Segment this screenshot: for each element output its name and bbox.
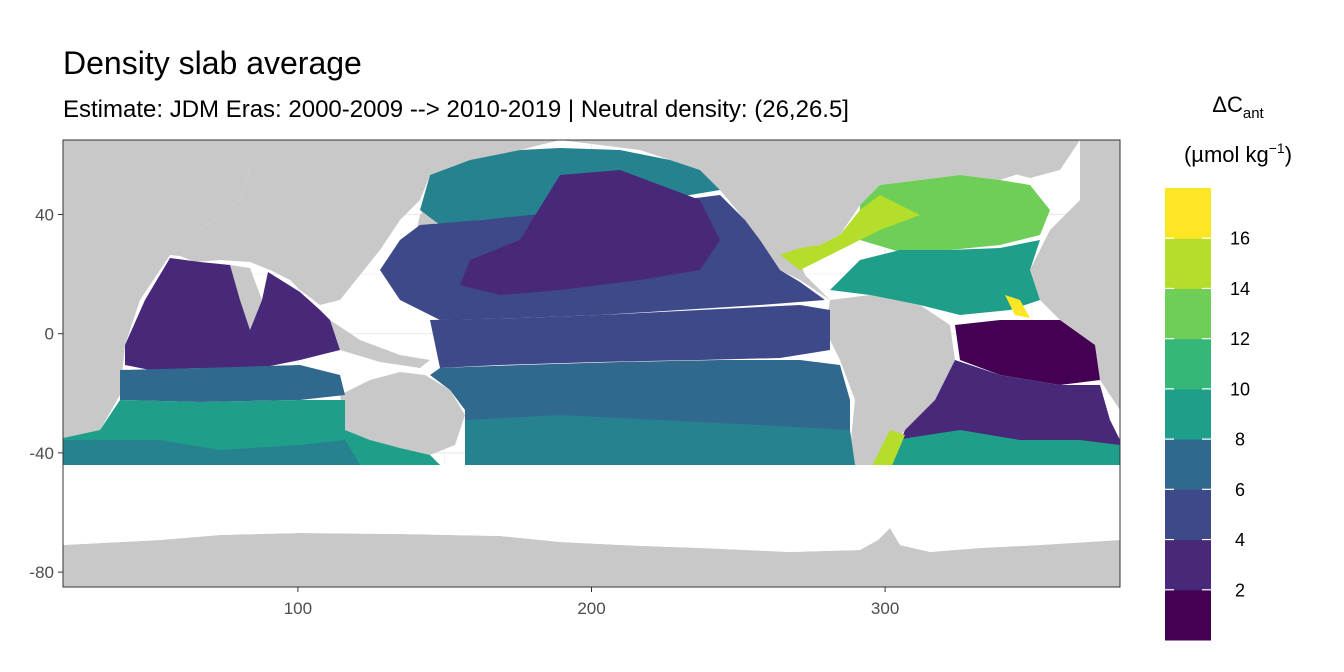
- x-axis: 100 200 300: [284, 587, 899, 618]
- legend-ticks: 2 4 6 8 10 12 14 16: [1165, 229, 1250, 600]
- data-field: [63, 148, 1120, 470]
- legend-color-bin: [1165, 539, 1211, 591]
- legend-color-bin: [1165, 589, 1211, 641]
- y-axis: 40 0 -40 -80: [29, 206, 63, 582]
- legend-colorbar: [1165, 188, 1211, 641]
- chart-title: Density slab average: [63, 45, 362, 81]
- legend-color-bin: [1165, 388, 1211, 440]
- pacific-south-band: [465, 415, 855, 465]
- legend-unit: (µmol kg−1): [1184, 140, 1292, 167]
- legend-title: ΔCant: [1212, 92, 1264, 122]
- legend-tick-label: 6: [1235, 480, 1245, 500]
- indian-south-band: [63, 440, 360, 465]
- indian-central: [120, 365, 345, 402]
- legend-tick-label: 2: [1235, 580, 1245, 600]
- atlantic-north-edge: [1005, 295, 1030, 318]
- atlantic-subpolar: [860, 175, 1050, 252]
- eurasia-land: [170, 140, 560, 305]
- legend-tick-label: 14: [1230, 279, 1250, 299]
- atlantic-south-edge: [870, 430, 905, 470]
- no-data-band: [63, 465, 1120, 552]
- legend-tick-label: 10: [1230, 379, 1250, 399]
- indian-north: [125, 258, 340, 370]
- legend-color-bin: [1165, 338, 1211, 390]
- legend-color-bin: [1165, 439, 1211, 490]
- legend-tick-label: 8: [1235, 430, 1245, 450]
- legend-color-bin: [1165, 489, 1211, 541]
- north-america-land: [560, 140, 1080, 300]
- y-tick-label: 0: [45, 325, 54, 344]
- legend-tick-label: 12: [1230, 329, 1250, 349]
- legend-color-bin: [1165, 238, 1211, 289]
- chart-subtitle: Estimate: JDM Eras: 2000-2009 --> 2010-2…: [63, 96, 849, 123]
- y-tick-label: -80: [29, 563, 54, 582]
- x-tick-label: 100: [284, 599, 312, 618]
- legend-color-bin: [1165, 188, 1211, 239]
- indonesia-land: [330, 320, 430, 368]
- antarctica-land: [63, 528, 1120, 587]
- india-land: [230, 265, 262, 330]
- x-tick-label: 200: [577, 599, 605, 618]
- greenland-land: [990, 140, 1080, 178]
- australia-land: [340, 372, 465, 455]
- map-panel: [62, 139, 1121, 588]
- legend: ΔCant (µmol kg−1) 2 4 6 8 10 12 14 16: [1165, 92, 1292, 641]
- atlantic-tropical: [955, 320, 1100, 385]
- legend-tick-label: 4: [1235, 530, 1245, 550]
- y-tick-label: -40: [29, 444, 54, 463]
- south-america-land: [825, 295, 955, 500]
- africa-land: [63, 140, 250, 438]
- africa-land-west: [1030, 140, 1120, 410]
- pacific-equator: [430, 305, 830, 368]
- atlantic-gulf-stream: [780, 195, 920, 270]
- legend-tick-label: 16: [1230, 229, 1250, 249]
- y-tick-label: 40: [35, 206, 54, 225]
- atlantic-south-band: [885, 430, 1120, 465]
- x-tick-label: 300: [871, 599, 899, 618]
- pacific-north-gyre: [460, 170, 720, 295]
- legend-color-bin: [1165, 288, 1211, 340]
- atlantic-subtropical: [830, 240, 1040, 315]
